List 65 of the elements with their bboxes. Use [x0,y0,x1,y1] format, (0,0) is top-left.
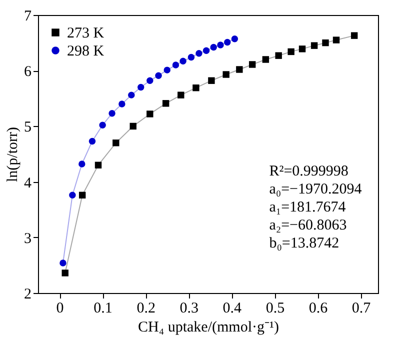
x-tick-label: 0.6 [308,300,328,316]
point [180,58,186,64]
point [288,48,294,56]
legend-label: 273 K [67,26,104,42]
point [224,38,231,46]
y-tick-label: 5 [24,120,32,136]
annotation: a₁=181.7674 [269,200,346,216]
point [178,92,184,98]
point [298,46,306,52]
y-tick-label: 4 [24,175,32,192]
y-tick-label: 6 [24,64,32,80]
point [192,84,200,92]
point [164,66,170,74]
x-tick-label: 0.5 [266,300,285,316]
point [112,140,120,146]
point [322,39,329,46]
point [146,110,154,118]
point [208,77,215,84]
y-tick-label: 3 [24,230,32,247]
x-axis-title: CH₄ uptake/(mmol·g⁻¹) [138,320,279,336]
point [188,54,195,61]
point [78,160,86,168]
point [108,110,116,117]
annotation: R²=0.999998 [269,164,348,180]
point [202,47,210,54]
point [248,61,256,68]
point [69,192,76,198]
point [196,50,202,57]
point [332,36,340,44]
point [236,66,243,73]
point [60,260,66,266]
point [155,72,162,79]
point [350,32,358,39]
point [222,71,230,78]
point [310,42,318,49]
annotation: b₀=13.8742 [269,236,340,252]
point [62,270,68,276]
x-tick-label: 0.2 [136,300,156,316]
x-tick-label: 0.4 [222,300,242,316]
y-tick-label: 2 [24,286,32,302]
x-tick-label: 0 [56,300,64,316]
annotation: a₀=−1970.2094 [269,182,362,198]
point [162,100,170,107]
point [262,56,270,63]
x-tick-label: 0.1 [94,300,112,316]
point [231,36,238,42]
y-tick-label: 7 [24,8,32,24]
x-tick-label: 0.3 [180,300,199,316]
point [99,122,106,128]
point [146,77,154,84]
point [88,138,96,145]
point [217,42,224,48]
annotation: a₂=−60.8063 [269,218,347,234]
y-axis-title: ln(p/torr) [5,127,21,182]
point [130,122,136,130]
point [138,84,144,91]
point [128,92,135,98]
point [275,52,282,59]
point [78,192,86,198]
point [210,44,217,51]
point [118,100,126,108]
legend-label: 298 K [67,44,104,60]
x-tick-label: 0.7 [352,300,372,316]
point [172,62,180,68]
point [94,162,102,168]
